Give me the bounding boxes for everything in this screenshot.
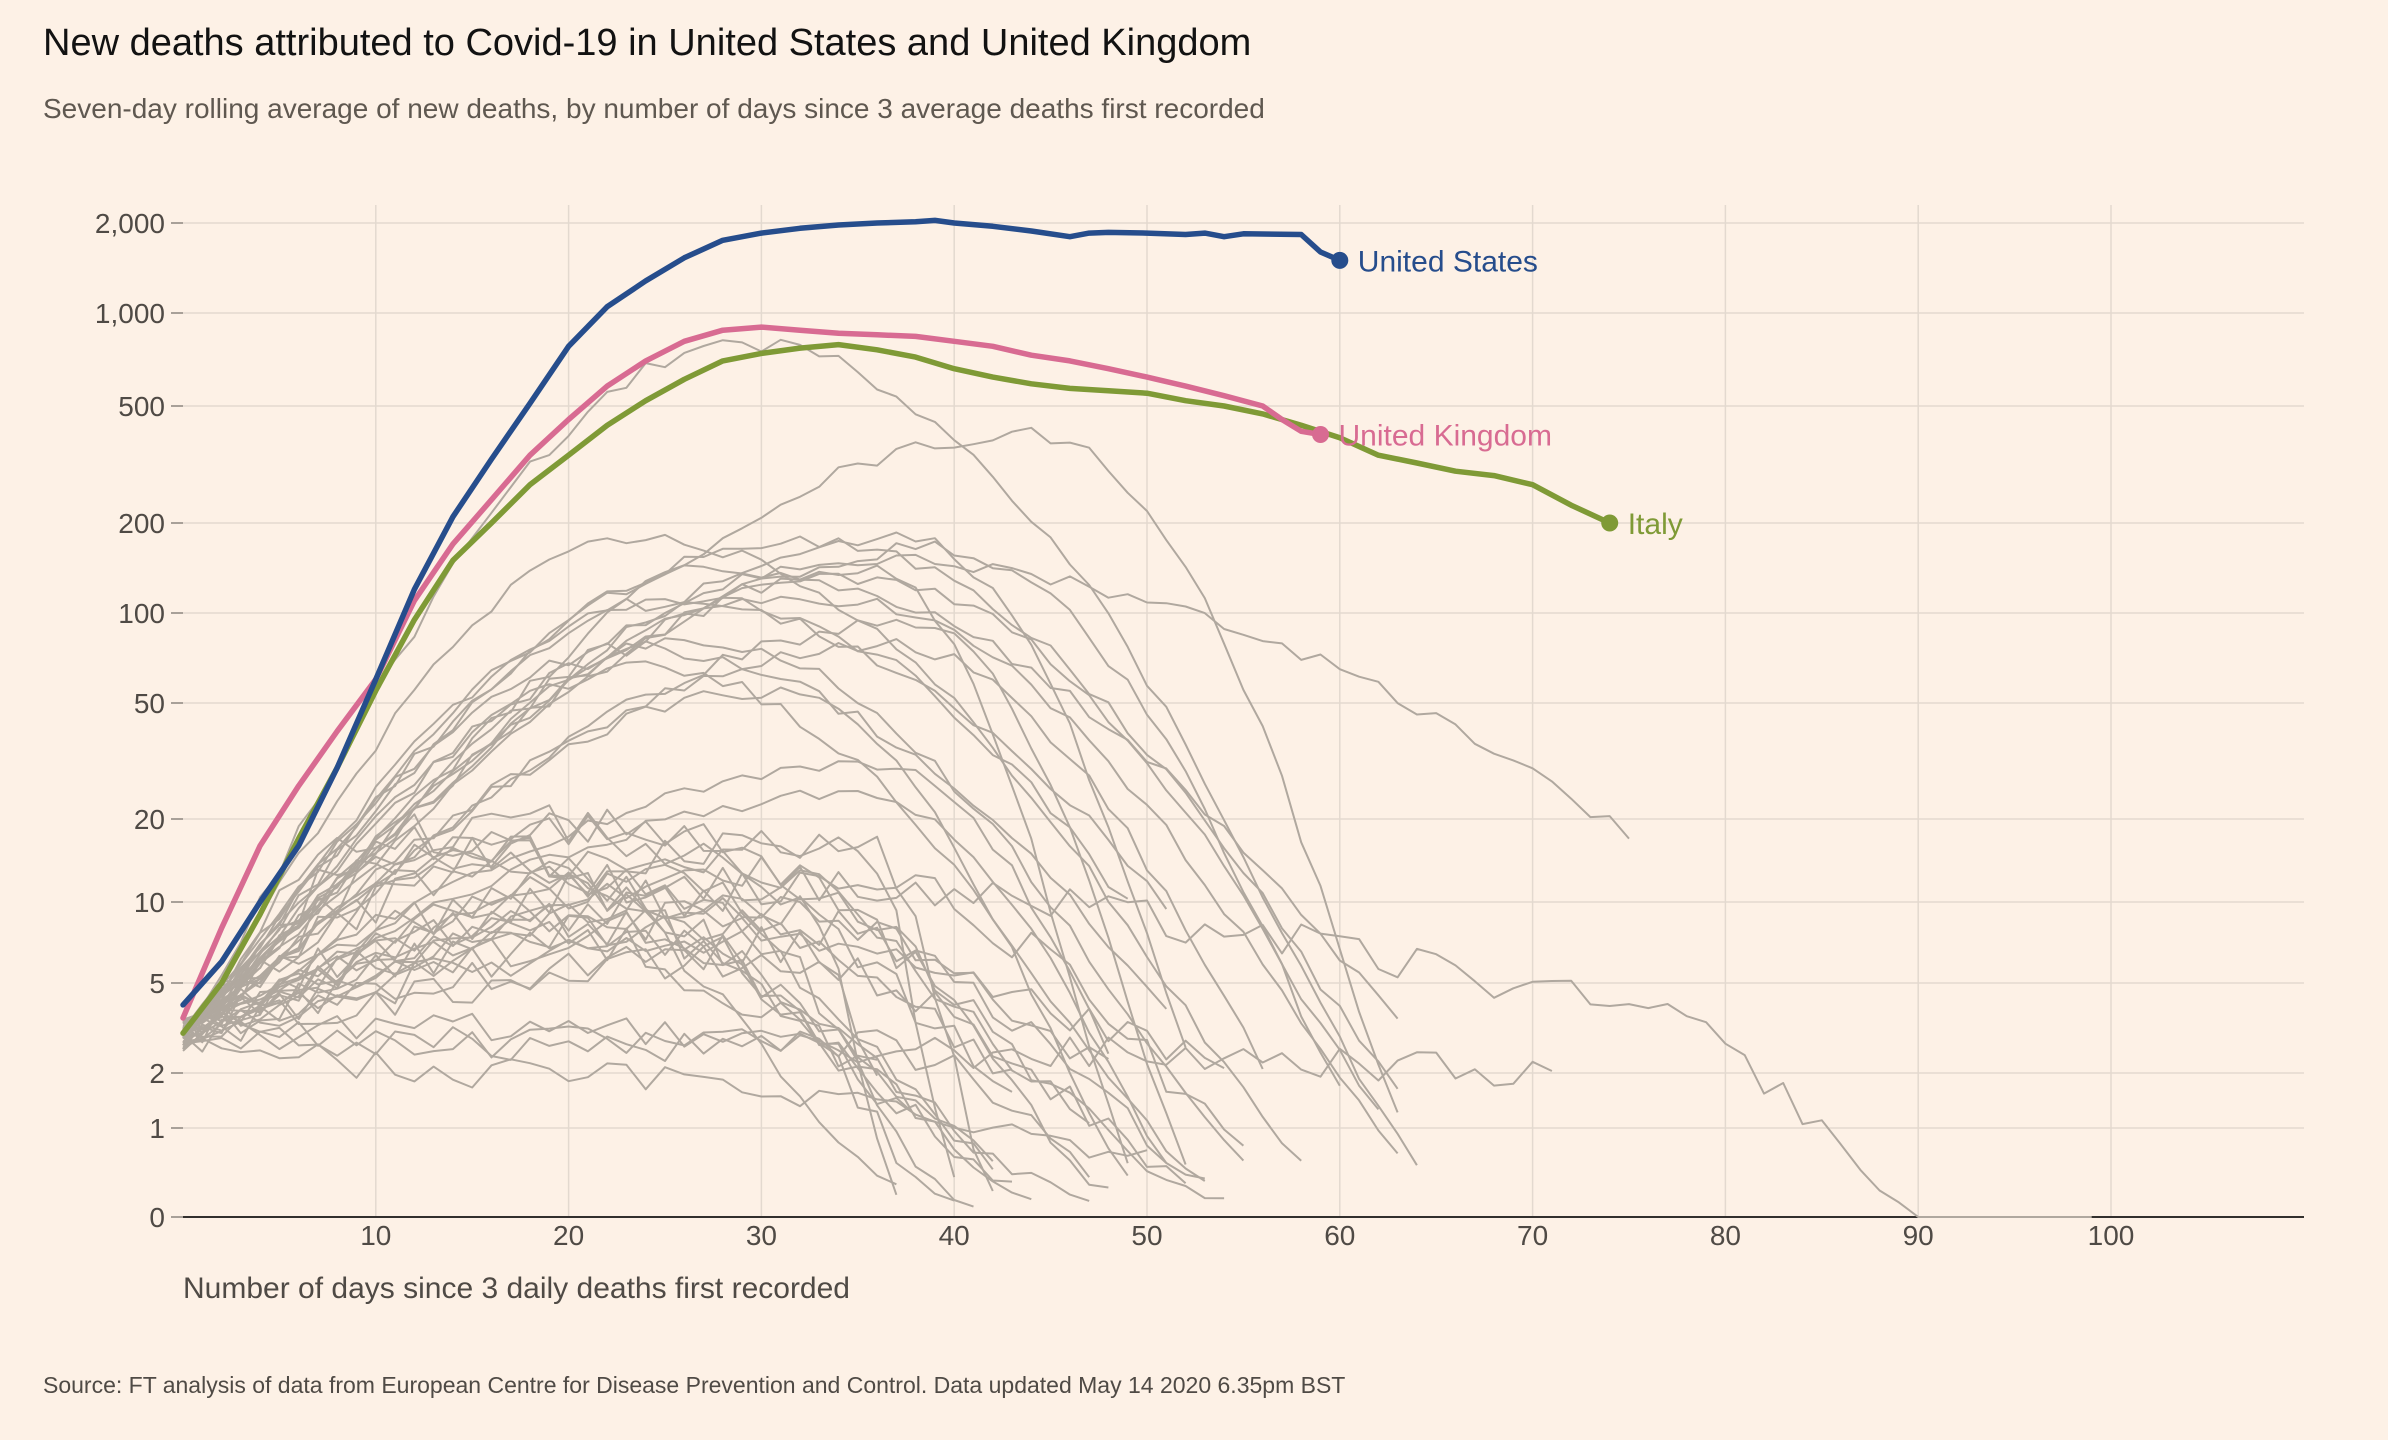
other-country-line: [182, 832, 994, 1192]
other-country-line: [182, 909, 1013, 1075]
other-country-line: [182, 813, 1090, 1202]
other-country-line: [182, 856, 1109, 1189]
other-country-line: [182, 863, 2092, 1218]
chart-title: New deaths attributed to Covid-19 in Uni…: [43, 22, 1252, 64]
other-country-line: [182, 859, 917, 1117]
series-label: United Kingdom: [1339, 419, 1552, 452]
y-tick-label: 200: [118, 508, 165, 539]
y-tick-label: 1,000: [95, 298, 165, 329]
other-country-line: [182, 572, 1380, 1111]
y-tick-label: 50: [134, 688, 165, 719]
other-country-line: [182, 597, 1168, 1033]
source-note: Source: FT analysis of data from Europea…: [43, 1372, 1346, 1398]
other-country-line: [182, 533, 1302, 1162]
x-tick-label: 100: [2088, 1220, 2135, 1251]
x-tick-label: 10: [360, 1220, 391, 1251]
other-country-line: [182, 814, 1090, 1125]
other-country-line: [182, 660, 1206, 1182]
other-country-line: [182, 338, 1418, 1166]
y-tick-label: 5: [149, 968, 165, 999]
other-country-line: [182, 564, 1129, 1164]
other-country-line: [182, 637, 1245, 1162]
other-country-line: [182, 553, 1630, 1030]
other-countries-lines: [182, 338, 2092, 1218]
other-country-line: [182, 871, 1245, 1147]
chart-subtitle: Seven-day rolling average of new deaths,…: [43, 93, 1265, 124]
other-country-line: [182, 826, 1013, 1183]
y-tick-label: 20: [134, 804, 165, 835]
x-axis: 10 20 30 40 50 60 70 80 90 100: [183, 1216, 2304, 1251]
other-country-line: [182, 564, 1399, 1033]
series-line-italy: [180, 341, 1613, 1036]
series-end-dot: [1601, 514, 1619, 532]
other-country-line: [182, 535, 1399, 1090]
other-country-line: [182, 595, 1399, 1155]
x-tick-label: 80: [1710, 1220, 1741, 1251]
x-tick-label: 50: [1131, 1220, 1162, 1251]
y-tick-label: 2: [149, 1058, 165, 1089]
y-axis: 0 1 2 5 10 20 50 100 200 500 1,000 2,000: [95, 208, 183, 1233]
other-country-line: [182, 789, 1168, 1164]
other-country-line: [182, 830, 956, 1178]
other-country-line: [182, 686, 1129, 1177]
series-label: United States: [1358, 245, 1538, 278]
grid-lines: [183, 205, 2304, 1217]
other-country-line: [182, 1027, 1148, 1159]
series-label: Italy: [1628, 508, 1683, 541]
y-tick-label: 100: [118, 598, 165, 629]
y-tick-label: 1: [149, 1113, 165, 1144]
other-country-line: [182, 596, 1129, 1035]
y-tick-label: 0: [149, 1202, 165, 1233]
x-tick-label: 20: [553, 1220, 584, 1251]
series-line-united-states: [180, 217, 1343, 1008]
other-country-line: [182, 1021, 1090, 1178]
x-tick-label: 90: [1903, 1220, 1934, 1251]
series-end-dot: [1331, 251, 1349, 269]
x-tick-label: 30: [746, 1220, 777, 1251]
y-tick-label: 2,000: [95, 208, 165, 239]
x-tick-label: 60: [1324, 1220, 1355, 1251]
highlighted-series: Italy United Kingdom United States: [180, 217, 1683, 1036]
y-tick-label: 500: [118, 391, 165, 422]
other-country-line: [182, 618, 1187, 1165]
other-country-line: [182, 640, 1168, 1030]
other-country-line: [182, 879, 1109, 1060]
other-country-line: [182, 426, 1399, 1113]
other-country-line: [182, 638, 1264, 1070]
other-country-line: [182, 760, 1110, 1055]
x-axis-title: Number of days since 3 daily deaths firs…: [183, 1272, 850, 1305]
series-end-dot: [1312, 425, 1330, 443]
other-country-line: [182, 945, 1187, 1185]
other-country-line: [182, 1018, 1553, 1087]
y-tick-label: 10: [134, 887, 165, 918]
x-tick-label: 70: [1517, 1220, 1548, 1251]
x-tick-label: 40: [939, 1220, 970, 1251]
other-country-line: [182, 910, 1205, 1180]
